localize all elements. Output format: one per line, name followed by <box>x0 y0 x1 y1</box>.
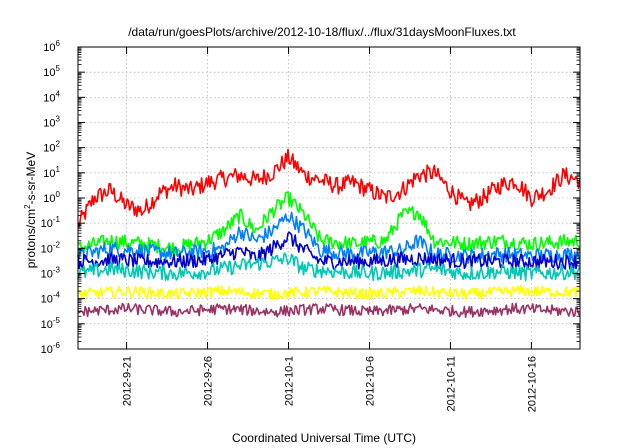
y-tick-label-exp: -5 <box>53 316 61 325</box>
y-axis-label-base: protons/cm <box>24 209 38 268</box>
y-tick-label: 102 <box>43 140 60 155</box>
x-tick-label: 2012-10-11 <box>445 356 457 411</box>
grid <box>78 47 580 349</box>
x-tick-label: 2012-10-1 <box>284 356 296 406</box>
y-tick-label-exp: 0 <box>56 190 61 199</box>
x-tick-label: 2012-9-26 <box>203 356 215 406</box>
y-tick-label-exp: -3 <box>53 266 61 275</box>
y-tick-label: 10-3 <box>41 266 61 281</box>
y-tick-label-exp: 6 <box>56 39 61 48</box>
ticks <box>78 46 580 350</box>
chart-title: /data/run/goesPlots/archive/2012-10-18/f… <box>128 25 516 39</box>
y-tick-label-exp: -4 <box>53 291 61 300</box>
y-tick-label-exp: 1 <box>56 165 61 174</box>
x-tick-label: 2012-10-6 <box>364 356 376 406</box>
y-tick-label-base: 10 <box>43 168 55 180</box>
y-tick-label: 105 <box>43 64 60 79</box>
series-line-3 <box>77 231 580 270</box>
series-line-5 <box>77 285 581 301</box>
y-tick-label: 103 <box>43 115 60 130</box>
y-tick-labels: 10-610-510-410-310-210-11001011021031041… <box>41 39 61 356</box>
y-tick-label-base: 10 <box>43 118 55 130</box>
y-tick-label-base: 10 <box>43 67 55 79</box>
y-tick-label: 101 <box>43 165 60 180</box>
y-tick-label-exp: 4 <box>56 89 61 98</box>
y-tick-label: 10-6 <box>41 341 61 356</box>
y-tick-label-exp: -1 <box>53 215 61 224</box>
y-tick-label: 104 <box>43 89 60 104</box>
x-tick-labels: 2012-9-21 2012-9-26 2012-10-1 2012-10-6 2012… <box>122 356 539 412</box>
y-tick-label-base: 10 <box>41 218 53 230</box>
y-tick-label-base: 10 <box>43 193 55 205</box>
x-tick-label: 2012-9-21 <box>122 356 134 406</box>
y-tick-label-base: 10 <box>43 92 55 104</box>
y-tick-label: 10-4 <box>41 291 61 306</box>
y-tick-label-base: 10 <box>41 344 53 356</box>
plot-frame <box>77 46 581 350</box>
y-tick-label-exp: -6 <box>53 341 61 350</box>
y-tick-label-base: 10 <box>43 42 55 54</box>
series-layer <box>77 148 581 318</box>
series-line-2 <box>77 211 581 265</box>
y-tick-label: 10-2 <box>41 240 61 255</box>
y-tick-label-exp: 3 <box>56 115 61 124</box>
y-tick-label: 106 <box>43 39 60 54</box>
y-tick-label-base: 10 <box>41 294 53 306</box>
y-axis-label-sup: 2 <box>23 204 32 209</box>
series-line-0 <box>77 148 581 228</box>
y-tick-label-base: 10 <box>41 269 53 281</box>
y-axis-label-rest: -s-sr-MeV <box>24 152 38 205</box>
y-tick-label-exp: -2 <box>53 240 61 249</box>
y-tick-label: 10-5 <box>41 316 61 331</box>
y-axis-label: protons/cm2-s-sr-MeV <box>23 152 38 268</box>
y-tick-label-exp: 2 <box>56 140 61 149</box>
y-tick-label-base: 10 <box>43 143 55 155</box>
series-line-6 <box>77 302 581 318</box>
series-line-4 <box>77 252 581 282</box>
y-tick-label-base: 10 <box>41 319 53 331</box>
y-tick-label-base: 10 <box>41 243 53 255</box>
x-tick-label: 2012-10-16 <box>526 356 538 412</box>
y-tick-label: 100 <box>43 190 60 205</box>
y-tick-label-exp: 5 <box>56 64 61 73</box>
y-tick-label: 10-1 <box>41 215 61 230</box>
x-axis-label: Coordinated Universal Time (UTC) <box>232 431 416 445</box>
